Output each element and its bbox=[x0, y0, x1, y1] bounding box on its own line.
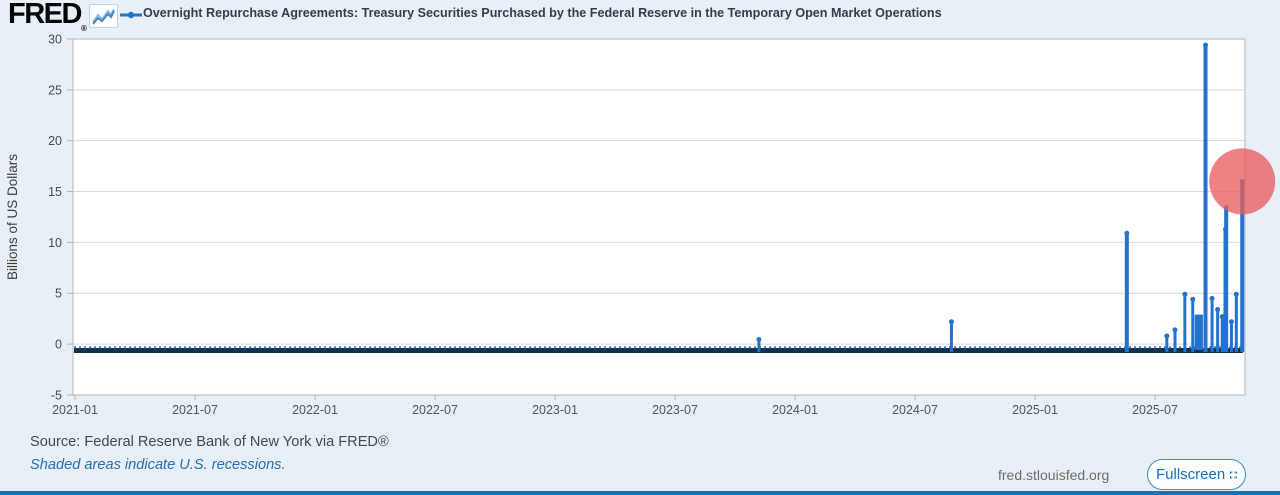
fullscreen-label: Fullscreen bbox=[1156, 466, 1226, 483]
svg-text:2022-01: 2022-01 bbox=[292, 403, 338, 417]
svg-text:15: 15 bbox=[48, 185, 62, 199]
svg-text:2024-01: 2024-01 bbox=[772, 403, 818, 417]
svg-text:25: 25 bbox=[48, 83, 62, 97]
x-axis-labels: 2021-01 2021-07 2022-01 2022-07 2023-01 2023-… bbox=[52, 395, 1178, 417]
svg-text:0: 0 bbox=[55, 338, 62, 352]
plot-background bbox=[72, 38, 1246, 396]
svg-text:2021-01: 2021-01 bbox=[52, 403, 98, 417]
data-series bbox=[756, 42, 1245, 352]
svg-text:2025-01: 2025-01 bbox=[1012, 403, 1058, 417]
svg-text:2025-07: 2025-07 bbox=[1132, 403, 1178, 417]
recession-note-link[interactable]: Shaded areas indicate U.S. recessions. bbox=[30, 457, 286, 473]
svg-text:-5: -5 bbox=[51, 388, 62, 402]
fullscreen-button[interactable]: Fullscreen bbox=[1147, 459, 1246, 490]
source-text: Source: Federal Reserve Bank of New York… bbox=[30, 434, 389, 450]
fullscreen-expand-icon bbox=[1230, 471, 1237, 478]
fred-logo-text: FRED bbox=[8, 0, 82, 30]
svg-text:10: 10 bbox=[48, 236, 62, 250]
data-cluster bbox=[1194, 314, 1203, 350]
legend-line-marker-icon bbox=[119, 8, 143, 26]
series-title: Overnight Repurchase Agreements: Treasur… bbox=[143, 6, 942, 20]
site-url: fred.stlouisfed.org bbox=[998, 467, 1110, 483]
chart-plot-area[interactable]: 30 25 20 15 10 5 0 -5 Billions of US Dollars 2021… bbox=[0, 0, 1280, 430]
svg-text:2023-01: 2023-01 bbox=[532, 403, 578, 417]
svg-text:20: 20 bbox=[48, 134, 62, 148]
svg-text:2021-07: 2021-07 bbox=[172, 403, 218, 417]
svg-text:2024-07: 2024-07 bbox=[892, 403, 938, 417]
window-bottom-border bbox=[0, 491, 1280, 495]
fred-logo[interactable]: FRED® bbox=[8, 0, 87, 33]
svg-text:30: 30 bbox=[48, 32, 62, 46]
line-chart-icon bbox=[89, 4, 118, 28]
y-axis-title: Billions of US Dollars bbox=[5, 154, 20, 280]
registered-mark: ® bbox=[80, 24, 87, 33]
svg-text:5: 5 bbox=[55, 287, 62, 301]
svg-text:2023-07: 2023-07 bbox=[652, 403, 698, 417]
y-gridlines bbox=[67, 38, 1245, 396]
highlight-circle bbox=[1209, 148, 1276, 215]
zero-baseline bbox=[74, 346, 1243, 353]
svg-text:2022-07: 2022-07 bbox=[412, 403, 458, 417]
y-axis-labels: 30 25 20 15 10 5 0 -5 bbox=[48, 32, 62, 402]
